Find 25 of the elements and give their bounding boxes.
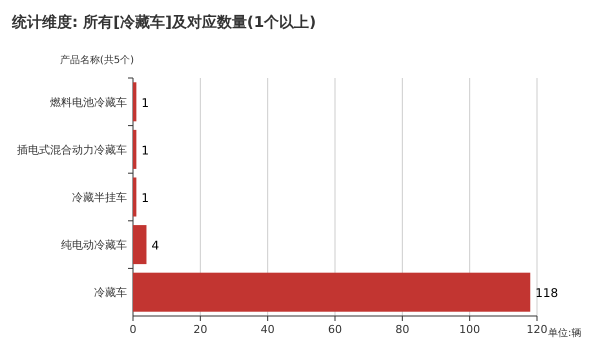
x-tick-label: 100	[459, 323, 480, 336]
x-axis-title: 单位:辆	[548, 327, 582, 339]
y-tick-label: 冷藏半挂车	[72, 191, 127, 204]
data-label: 118	[535, 286, 558, 300]
x-tick-label: 20	[193, 323, 208, 336]
y-tick-label: 燃料电池冷藏车	[50, 96, 127, 109]
data-label: 1	[141, 143, 150, 158]
x-tick-label: 60	[328, 323, 342, 336]
bar	[133, 225, 146, 264]
bar	[133, 272, 530, 312]
data-label: 4	[151, 238, 160, 253]
x-tick-label: 0	[130, 323, 136, 336]
x-tick-label: 120	[526, 323, 548, 336]
bar	[133, 177, 136, 217]
data-label: 1	[141, 96, 150, 110]
y-tick-label: 冷藏车	[94, 286, 127, 300]
y-tick-label: 纯电动冷藏车	[61, 238, 127, 252]
data-label: 1	[141, 191, 150, 205]
y-axis-title: 产品名称(共5个)	[60, 54, 134, 66]
chart-title: 统计维度: 所有[冷藏车]及对应数量(1个以上)	[11, 13, 316, 31]
bar	[133, 130, 136, 169]
bar	[133, 82, 136, 122]
x-tick-label: 40	[260, 323, 275, 336]
x-tick-label: 80	[395, 323, 410, 336]
y-tick-label: 插电式混合动力冷藏车	[17, 143, 127, 156]
